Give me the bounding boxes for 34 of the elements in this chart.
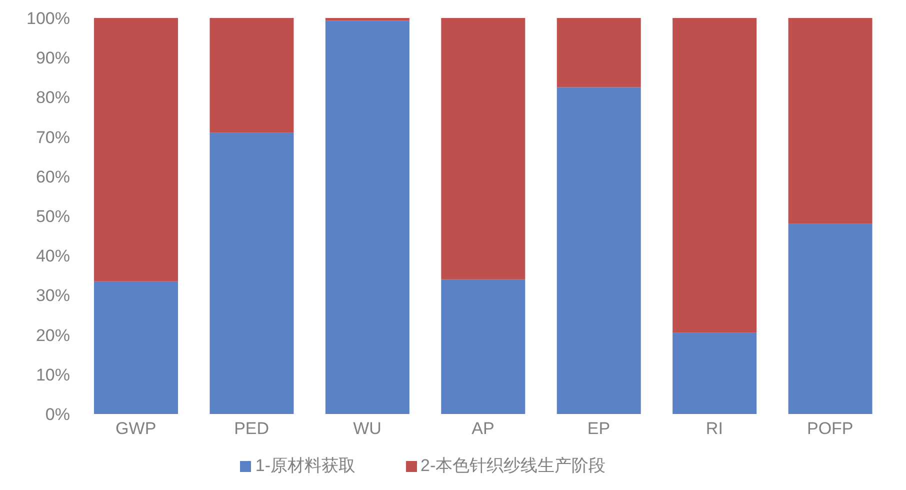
bar: [210, 18, 294, 133]
y-tick-label: 70%: [36, 128, 70, 147]
bar: [788, 224, 872, 414]
y-tick-label: 10%: [36, 365, 70, 384]
bar: [556, 87, 641, 414]
x-tick-label: PED: [234, 419, 270, 438]
y-tick-label: 0%: [45, 405, 70, 424]
bar: [441, 18, 526, 280]
y-tick-label: 40%: [36, 246, 70, 266]
y-tick-label: 50%: [36, 207, 70, 226]
y-tick-label: 90%: [36, 48, 70, 68]
x-tick-label: POFP: [806, 419, 854, 438]
bar: [441, 279, 526, 414]
legend-label: 2-本色针织纱线生产阶段: [420, 456, 606, 475]
x-tick-label: AP: [472, 419, 494, 438]
y-tick-label: 60%: [36, 167, 70, 186]
legend-label: 1-原材料获取: [255, 456, 356, 475]
bar: [210, 132, 294, 414]
bar: [325, 18, 410, 21]
x-tick-label: RI: [706, 419, 723, 438]
bar: [94, 18, 178, 282]
y-tick-label: 100%: [26, 9, 70, 28]
x-tick-label: EP: [587, 419, 610, 438]
bar: [556, 18, 641, 88]
y-tick-label: 20%: [36, 326, 70, 345]
bar: [325, 20, 410, 414]
y-tick-label: 80%: [36, 88, 70, 108]
x-tick-label: WU: [353, 419, 382, 438]
y-tick-label: 30%: [36, 286, 70, 306]
bar: [672, 332, 757, 414]
bar: [788, 18, 872, 224]
bar: [672, 18, 757, 333]
x-tick-label: GWP: [116, 419, 156, 438]
bar: [94, 281, 178, 414]
